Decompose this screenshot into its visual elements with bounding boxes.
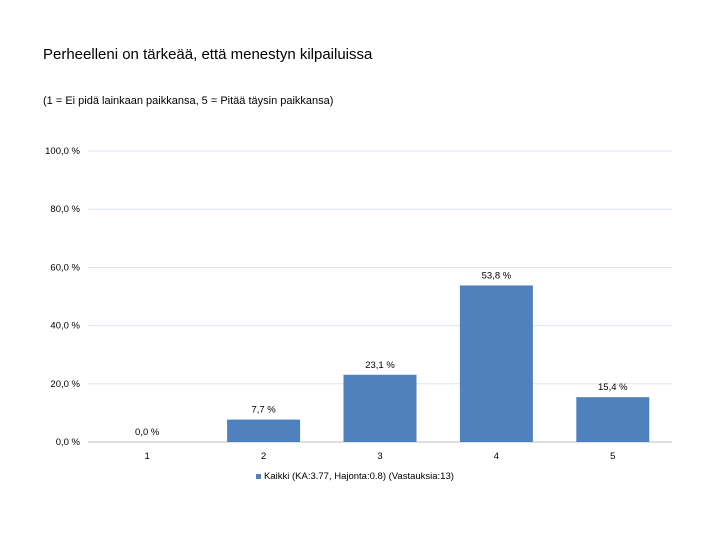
- x-tick-label: 5: [610, 451, 615, 462]
- legend: Kaikki (KA:3.77, Hajonta:0.8) (Vastauksi…: [256, 471, 454, 482]
- y-tick-label: 0,0 %: [56, 437, 81, 448]
- data-labels: 0,0 % 7,7 % 23,1 % 53,8 % 15,4 %: [135, 270, 628, 438]
- y-tick-label: 20,0 %: [50, 379, 80, 390]
- data-label: 23,1 %: [365, 360, 395, 371]
- bar: [227, 419, 301, 442]
- data-label: 7,7 %: [251, 405, 276, 416]
- y-tick-label: 40,0 %: [50, 321, 80, 332]
- data-label: 0,0 %: [135, 427, 160, 438]
- legend-swatch: [256, 474, 261, 479]
- bar: [576, 397, 650, 442]
- y-axis-ticks: 0,0 % 20,0 % 40,0 % 60,0 % 80,0 % 100,0 %: [45, 146, 80, 448]
- y-tick-label: 80,0 %: [50, 204, 80, 215]
- legend-label: Kaikki (KA:3.77, Hajonta:0.8) (Vastauksi…: [264, 471, 454, 482]
- y-tick-label: 100,0 %: [45, 146, 80, 157]
- x-tick-label: 4: [494, 451, 499, 462]
- x-tick-label: 1: [145, 451, 150, 462]
- data-label: 53,8 %: [482, 270, 512, 281]
- x-axis-ticks: 1 2 3 4 5: [145, 451, 616, 462]
- data-label: 15,4 %: [598, 382, 628, 393]
- x-tick-label: 3: [377, 451, 382, 462]
- chart-title: Perheelleni on tärkeää, että menestyn ki…: [43, 46, 373, 63]
- bars: [227, 285, 650, 442]
- bar: [459, 285, 533, 442]
- y-tick-label: 60,0 %: [50, 262, 80, 273]
- chart-subtitle: (1 = Ei pidä lainkaan paikkansa, 5 = Pit…: [43, 95, 334, 107]
- x-tick-label: 2: [261, 451, 266, 462]
- bar: [343, 374, 417, 442]
